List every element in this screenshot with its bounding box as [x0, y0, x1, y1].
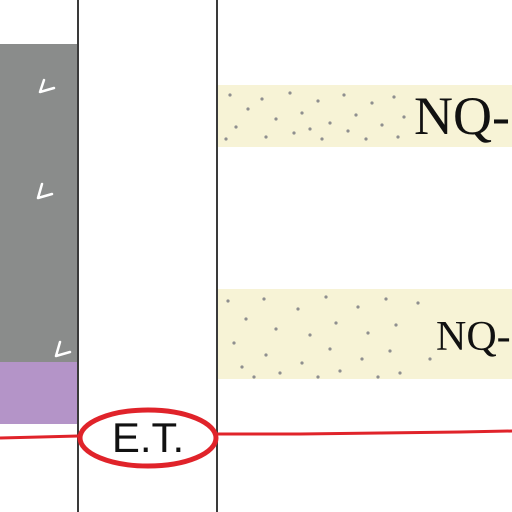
sand-dots-lower	[226, 295, 432, 379]
contact-marker-ellipse	[77, 407, 219, 469]
volcanic-v-icon	[38, 78, 56, 94]
unit-label-upper: NQ-	[414, 86, 510, 146]
purple-lithology-band	[0, 362, 77, 424]
volcanic-v-icon	[36, 182, 54, 200]
contact-line-left	[0, 434, 79, 440]
sand-dots-upper	[224, 91, 406, 141]
sandstone-unit-upper: NQ-	[218, 85, 512, 147]
sandstone-unit-lower: NQ-	[218, 289, 512, 379]
column-border-left	[77, 0, 79, 512]
gray-lithology-column	[0, 44, 77, 362]
contact-marker-label: E.T.	[111, 414, 185, 461]
contact-line-right	[216, 429, 512, 436]
unit-label-lower: NQ-	[436, 314, 511, 360]
column-border-right	[216, 0, 218, 512]
volcanic-v-icon	[54, 340, 72, 358]
